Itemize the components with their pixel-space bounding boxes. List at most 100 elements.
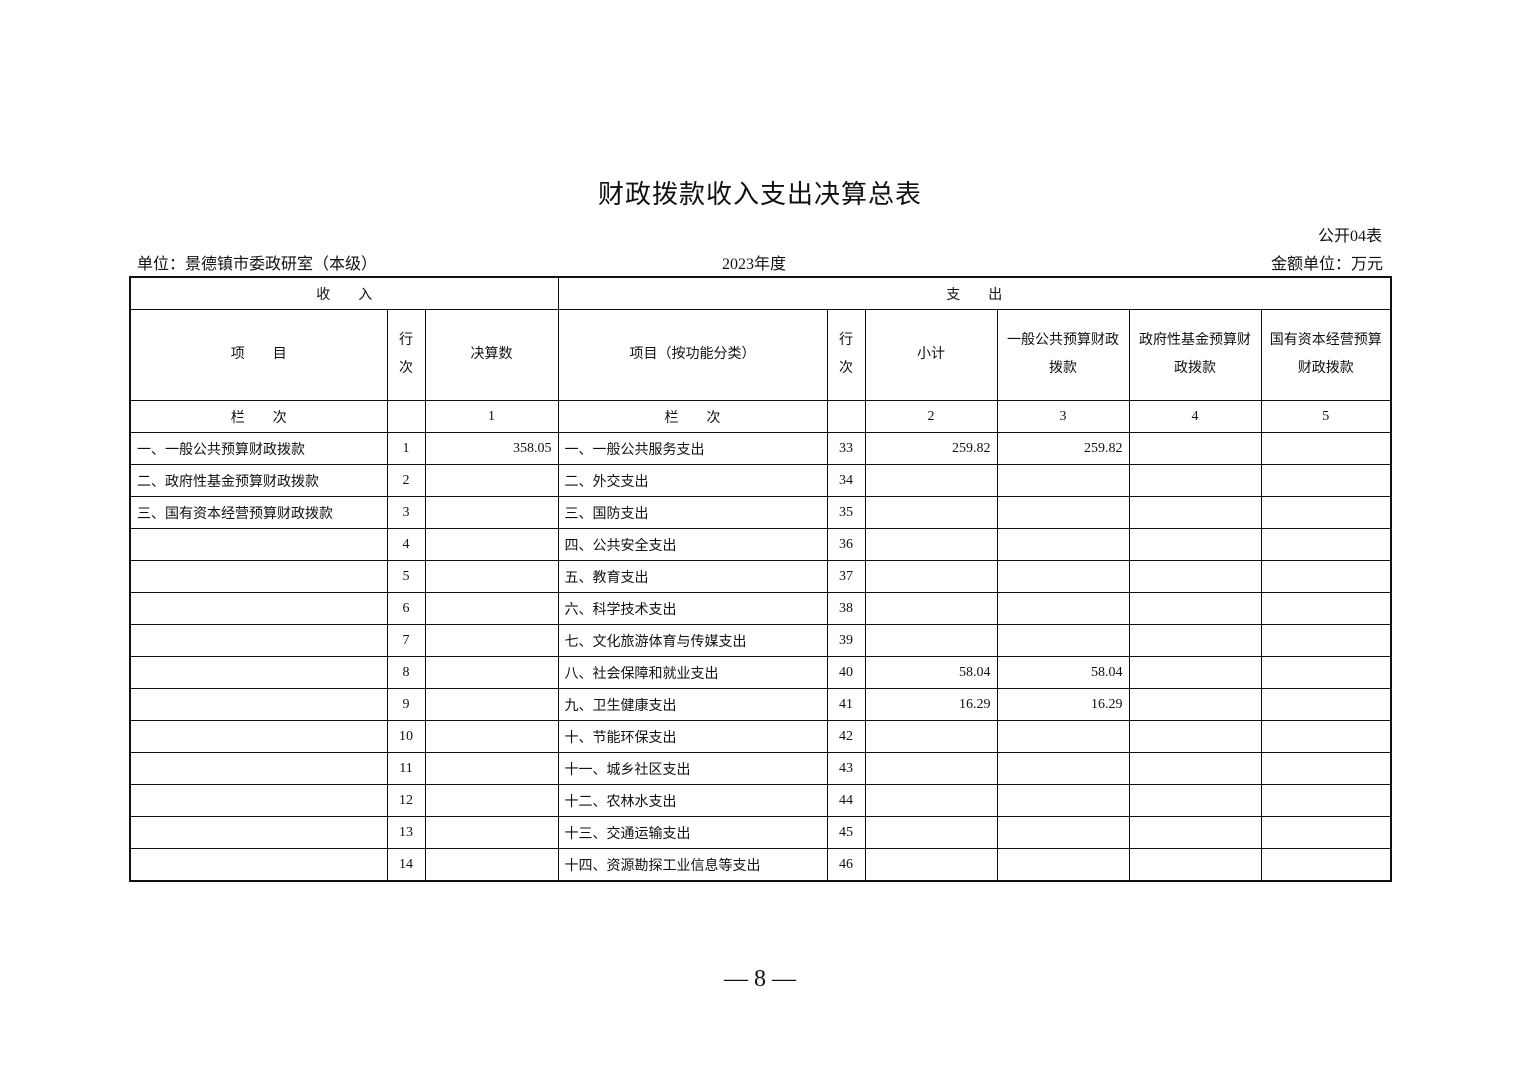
cell-general	[996, 848, 1130, 882]
cell-subtotal	[864, 496, 998, 529]
cell-general	[996, 752, 1130, 785]
cell-income-no: 8	[386, 656, 426, 689]
amount-unit-label: 金额单位：万元	[1270, 256, 1383, 273]
cell-income-amount	[424, 592, 559, 625]
cell-exp-item: 五、教育支出	[557, 560, 828, 593]
cell-exp-no: 41	[826, 688, 866, 721]
cell-exp-no: 34	[826, 464, 866, 497]
cell-income-no: 11	[386, 752, 426, 785]
cell-fund	[1128, 720, 1262, 753]
cell-state	[1260, 464, 1392, 497]
cell-subtotal	[864, 560, 998, 593]
cell-subtotal	[864, 528, 998, 561]
cell-subtotal	[864, 720, 998, 753]
col-label: 栏 次	[129, 400, 388, 433]
cell-fund	[1128, 496, 1262, 529]
income-row-no-header: 行次	[386, 309, 426, 401]
cell-state	[1260, 496, 1392, 529]
cell-state	[1260, 688, 1392, 721]
func-item-header: 项目（按功能分类）	[557, 309, 828, 401]
cell-exp-no: 35	[826, 496, 866, 529]
cell-income-amount	[424, 752, 559, 785]
cell-fund	[1128, 688, 1262, 721]
cell-subtotal	[864, 784, 998, 817]
cell-fund	[1128, 752, 1262, 785]
cell-state	[1260, 592, 1392, 625]
cell-state	[1260, 624, 1392, 657]
cell-income-no: 12	[386, 784, 426, 817]
cell-state	[1260, 560, 1392, 593]
table-row: 二、政府性基金预算财政拨款 2 二、外交支出 34	[129, 464, 1392, 497]
cell-income-amount	[424, 496, 559, 529]
table-row: 6 六、科学技术支出 38	[129, 592, 1392, 625]
cell-exp-no: 37	[826, 560, 866, 593]
cell-income-amount: 358.05	[424, 432, 559, 465]
cell-general	[996, 784, 1130, 817]
cell-general	[996, 496, 1130, 529]
cell-income-amount	[424, 816, 559, 849]
expense-row-no-header: 行次	[826, 309, 866, 401]
cell-exp-no: 46	[826, 848, 866, 882]
cell-fund	[1128, 464, 1262, 497]
cell-exp-item: 十四、资源勘探工业信息等支出	[557, 848, 828, 882]
cell-income-no: 5	[386, 560, 426, 593]
cell-subtotal	[864, 848, 998, 882]
cell-state	[1260, 656, 1392, 689]
cell-state	[1260, 784, 1392, 817]
cell-income-amount	[424, 560, 559, 593]
table-row: 10 十、节能环保支出 42	[129, 720, 1392, 753]
cell-income-item: 一、一般公共预算财政拨款	[129, 432, 388, 465]
cell-subtotal	[864, 624, 998, 657]
cell-general	[996, 624, 1130, 657]
cell-general	[996, 592, 1130, 625]
cell-general: 58.04	[996, 656, 1130, 689]
cell-income-no: 4	[386, 528, 426, 561]
cell-subtotal	[864, 752, 998, 785]
cell-exp-item: 六、科学技术支出	[557, 592, 828, 625]
page-number: — 8 —	[724, 966, 796, 992]
cell-fund	[1128, 848, 1262, 882]
cell-general	[996, 720, 1130, 753]
cell-income-amount	[424, 848, 559, 882]
cell-income-amount	[424, 624, 559, 657]
cell-fund	[1128, 624, 1262, 657]
table-row: 8 八、社会保障和就业支出 40 58.04 58.04	[129, 656, 1392, 689]
cell-income-item	[129, 752, 388, 785]
cell-income-amount	[424, 464, 559, 497]
cell-exp-no: 45	[826, 816, 866, 849]
cell-income-no: 7	[386, 624, 426, 657]
cell-fund	[1128, 816, 1262, 849]
fund-header: 政府性基金预算财政拨款	[1128, 309, 1262, 401]
cell-income-amount	[424, 784, 559, 817]
table-row: 12 十二、农林水支出 44	[129, 784, 1392, 817]
cell-general: 16.29	[996, 688, 1130, 721]
col-3: 3	[996, 400, 1130, 433]
year-label: 2023年度	[722, 256, 787, 273]
cell-state	[1260, 848, 1392, 882]
cell-income-amount	[424, 688, 559, 721]
cell-income-no: 3	[386, 496, 426, 529]
table-number: 公开04表	[1317, 228, 1382, 245]
table-row: 13 十三、交通运输支出 45	[129, 816, 1392, 849]
cell-income-no: 9	[386, 688, 426, 721]
cell-subtotal: 58.04	[864, 656, 998, 689]
table-row: 一、一般公共预算财政拨款 1 358.05 一、一般公共服务支出 33 259.82 259…	[129, 432, 1392, 465]
empty-cell	[386, 400, 426, 433]
cell-exp-item: 十二、农林水支出	[557, 784, 828, 817]
empty-cell	[826, 400, 866, 433]
cell-income-amount	[424, 656, 559, 689]
col-1: 1	[424, 400, 559, 433]
cell-exp-item: 十、节能环保支出	[557, 720, 828, 753]
cell-income-no: 6	[386, 592, 426, 625]
cell-fund	[1128, 592, 1262, 625]
cell-fund	[1128, 560, 1262, 593]
cell-subtotal	[864, 592, 998, 625]
cell-income-item	[129, 688, 388, 721]
cell-fund	[1128, 432, 1262, 465]
cell-general	[996, 560, 1130, 593]
cell-state	[1260, 528, 1392, 561]
cell-income-item	[129, 720, 388, 753]
col-2: 2	[864, 400, 998, 433]
amount-header: 决算数	[424, 309, 559, 401]
cell-income-item	[129, 784, 388, 817]
